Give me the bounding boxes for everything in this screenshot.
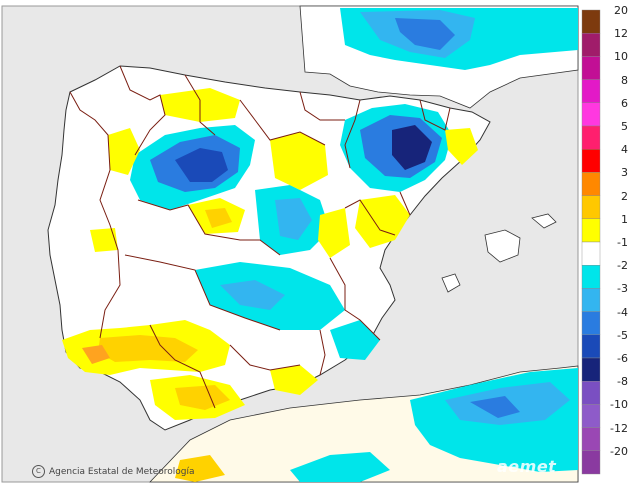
pos-patch-extremadura bbox=[90, 228, 118, 252]
legend-swatch bbox=[581, 357, 601, 382]
pos-patch-rioja bbox=[270, 132, 328, 190]
pos-patch-africa-south bbox=[175, 455, 225, 482]
legend-tick-label: 5 bbox=[621, 120, 628, 133]
legend-tick-label: 1 bbox=[621, 212, 628, 226]
neg-patch-centre-mid bbox=[275, 198, 312, 240]
credit: C Agencia Estatal de Meteorología bbox=[32, 465, 195, 478]
credit-text: Agencia Estatal de Meteorología bbox=[49, 466, 195, 477]
legend-tick-label: -1 bbox=[617, 236, 628, 249]
legend-swatch bbox=[581, 288, 601, 312]
ibiza-island bbox=[441, 273, 461, 293]
legend-tick-label: -20 bbox=[610, 444, 628, 458]
legend-swatch bbox=[581, 172, 601, 196]
pos-patch-huelva-core bbox=[82, 345, 110, 364]
positive-anomaly-layer bbox=[62, 88, 478, 482]
province-borders bbox=[69, 65, 451, 409]
legend-swatch bbox=[581, 56, 601, 80]
neg-patch-france-core bbox=[395, 18, 455, 50]
legend-swatch bbox=[581, 404, 601, 428]
legend-tick-label: 8 bbox=[621, 73, 628, 87]
legend-swatch bbox=[581, 311, 601, 336]
legend-tick-label: 2 bbox=[621, 189, 628, 203]
legend-swatch bbox=[581, 33, 601, 57]
legend-swatch bbox=[581, 427, 601, 452]
legend-swatch bbox=[581, 148, 601, 173]
legend-swatch bbox=[581, 218, 601, 243]
legend-swatch bbox=[581, 195, 601, 220]
aemet-logo-icon: C bbox=[32, 465, 45, 478]
legend-tick-label: -12 bbox=[610, 421, 628, 435]
legend-swatch bbox=[581, 102, 601, 127]
pos-patch-madrid-core bbox=[205, 208, 232, 228]
legend-tick-label: -8 bbox=[617, 375, 628, 389]
legend-tick-label: 10 bbox=[614, 50, 628, 64]
legend-tick-label: -2 bbox=[617, 259, 628, 273]
brand-watermark: aemet bbox=[497, 457, 557, 476]
legend-swatch bbox=[581, 265, 601, 289]
legend-tick-label: -4 bbox=[617, 305, 628, 319]
neg-patch-africa-west bbox=[290, 452, 390, 482]
legend-tick-label: 6 bbox=[621, 96, 628, 110]
legend-tick-label: -3 bbox=[617, 282, 628, 296]
legend-tick-label: -6 bbox=[617, 352, 628, 365]
legend-swatch bbox=[581, 241, 601, 266]
legend-swatch bbox=[581, 9, 601, 34]
pos-patch-cadiz-mid bbox=[175, 385, 230, 410]
legend-swatch bbox=[581, 334, 601, 359]
neg-patch-murcia bbox=[330, 320, 380, 360]
pos-patch-almeria bbox=[270, 365, 318, 395]
legend-tick-label: 20 bbox=[614, 4, 628, 17]
negative-anomaly-layer bbox=[130, 8, 578, 482]
neg-patch-africa-core bbox=[470, 396, 520, 418]
mallorca-island bbox=[484, 229, 521, 263]
legend-swatch bbox=[581, 79, 601, 103]
legend-tick-label: 4 bbox=[621, 143, 628, 157]
pos-patch-catalonia bbox=[445, 128, 478, 165]
legend-swatch bbox=[581, 125, 601, 150]
legend-tick-label: 12 bbox=[614, 27, 628, 41]
pos-patch-valencia bbox=[355, 195, 410, 248]
legend-swatch bbox=[581, 381, 601, 405]
pos-patch-centre-east bbox=[318, 208, 350, 258]
neg-patch-aragon-core bbox=[392, 125, 432, 170]
legend-tick-label: -10 bbox=[610, 398, 628, 412]
legend-bar bbox=[581, 9, 601, 475]
pos-patch-andalucia bbox=[98, 335, 198, 362]
legend-labels: 20 12 10 8 6 5 4 3 2 1 -1 -2 -3 -4 -5 -6 -8 -10 -12 -20 bbox=[602, 0, 630, 500]
menorca-island bbox=[531, 213, 557, 229]
pos-patch-galicia bbox=[108, 128, 140, 175]
legend-tick-label: 3 bbox=[621, 166, 628, 180]
legend-swatch bbox=[581, 450, 601, 475]
neg-patch-castilla-core bbox=[175, 148, 228, 182]
legend-tick-label: -5 bbox=[617, 328, 628, 342]
neg-patch-mancha-mid bbox=[220, 280, 285, 310]
